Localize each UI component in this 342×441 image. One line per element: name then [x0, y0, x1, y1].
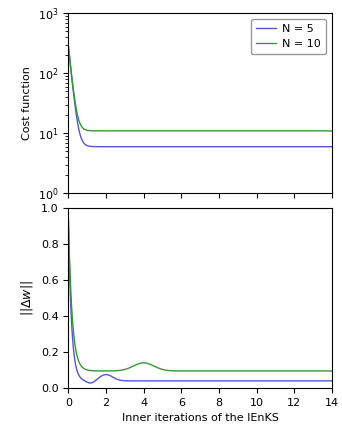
N = 5 — [248, 144, 252, 149]
Y-axis label: Cost function: Cost function — [23, 67, 32, 140]
N = 10 — [272, 128, 276, 134]
N = 10 — [277, 128, 281, 134]
N = 10 — [175, 128, 179, 134]
N = 10 — [183, 128, 187, 134]
Legend: N = 5, N = 10: N = 5, N = 10 — [251, 19, 326, 54]
N = 5 — [173, 144, 177, 149]
Line: N = 5: N = 5 — [68, 46, 332, 147]
N = 10 — [66, 44, 70, 49]
N = 5 — [272, 144, 276, 149]
N = 5 — [66, 44, 70, 49]
N = 10 — [93, 128, 97, 134]
Y-axis label: $||\Delta w||$: $||\Delta w||$ — [19, 280, 35, 316]
N = 5 — [93, 144, 97, 149]
N = 5 — [330, 144, 334, 149]
N = 5 — [277, 144, 281, 149]
N = 5 — [176, 144, 181, 149]
N = 10 — [173, 128, 177, 134]
X-axis label: Inner iterations of the IEnKS: Inner iterations of the IEnKS — [122, 413, 278, 423]
N = 5 — [183, 144, 187, 149]
Line: N = 10: N = 10 — [68, 46, 332, 131]
N = 10 — [330, 128, 334, 134]
N = 10 — [248, 128, 252, 134]
